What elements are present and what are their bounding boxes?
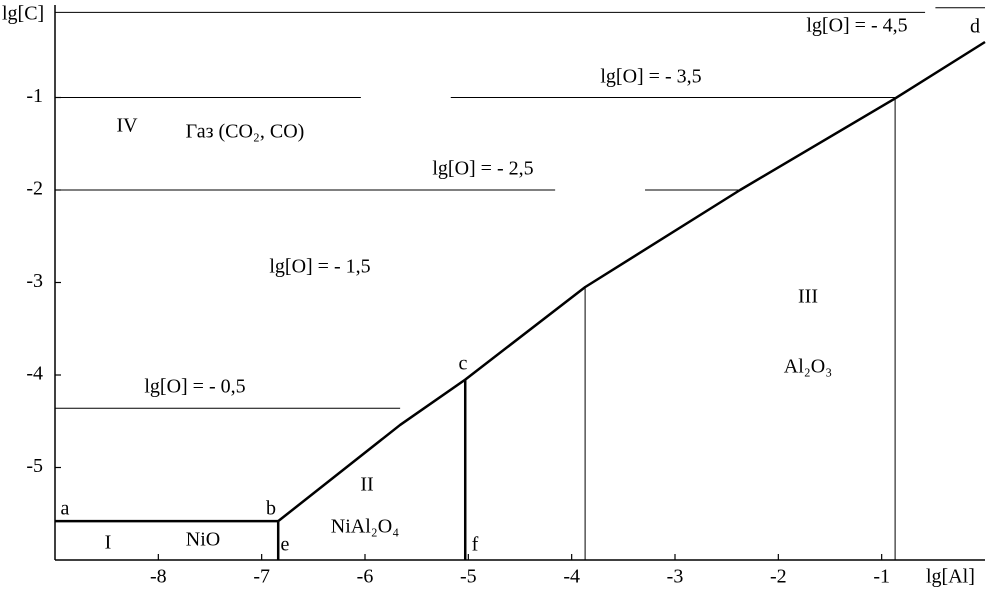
x-tick-label: -3 bbox=[667, 566, 684, 588]
annotation: a bbox=[61, 498, 70, 520]
boundary-line bbox=[277, 40, 986, 523]
annotation: c bbox=[459, 353, 468, 375]
y-tick-label: -1 bbox=[26, 85, 43, 107]
annotation: II bbox=[360, 474, 373, 496]
x-tick-label: -4 bbox=[563, 566, 580, 588]
annotation: lg[O] = - 2,5 bbox=[432, 158, 533, 180]
annotation: f bbox=[472, 534, 479, 556]
annotation: NiAl₂O₄ bbox=[331, 516, 399, 538]
x-tick-label: -7 bbox=[253, 566, 270, 588]
annotation: Газ (CO₂, CO) bbox=[186, 121, 305, 143]
y-tick-label: -5 bbox=[26, 455, 43, 477]
x-tick-label: -5 bbox=[460, 566, 477, 588]
annotation: III bbox=[798, 286, 818, 308]
x-tick-label: -2 bbox=[770, 566, 787, 588]
annotation: lg[O] = - 4,5 bbox=[806, 15, 907, 37]
annotation: NiO bbox=[186, 529, 220, 551]
y-tick-label: -4 bbox=[26, 363, 43, 385]
y-tick-label: -3 bbox=[26, 270, 43, 292]
annotation: b bbox=[266, 498, 276, 520]
annotation: lg[O] = - 0,5 bbox=[144, 376, 245, 398]
annotation: d bbox=[970, 16, 980, 38]
annotation: Al₂O₃ bbox=[784, 356, 832, 378]
x-tick-label: -1 bbox=[873, 566, 890, 588]
x-tick-label: -8 bbox=[150, 566, 167, 588]
x-axis-label: lg[Al] bbox=[926, 566, 975, 588]
annotation: I bbox=[105, 532, 112, 554]
y-axis-label: lg[C] bbox=[2, 3, 44, 25]
annotation: e bbox=[281, 534, 290, 556]
annotation: lg[O] = - 3,5 bbox=[600, 66, 701, 88]
annotation: lg[O] = - 1,5 bbox=[269, 256, 370, 278]
x-tick-label: -6 bbox=[357, 566, 374, 588]
y-tick-label: -2 bbox=[26, 178, 43, 200]
annotation: IV bbox=[116, 115, 138, 137]
